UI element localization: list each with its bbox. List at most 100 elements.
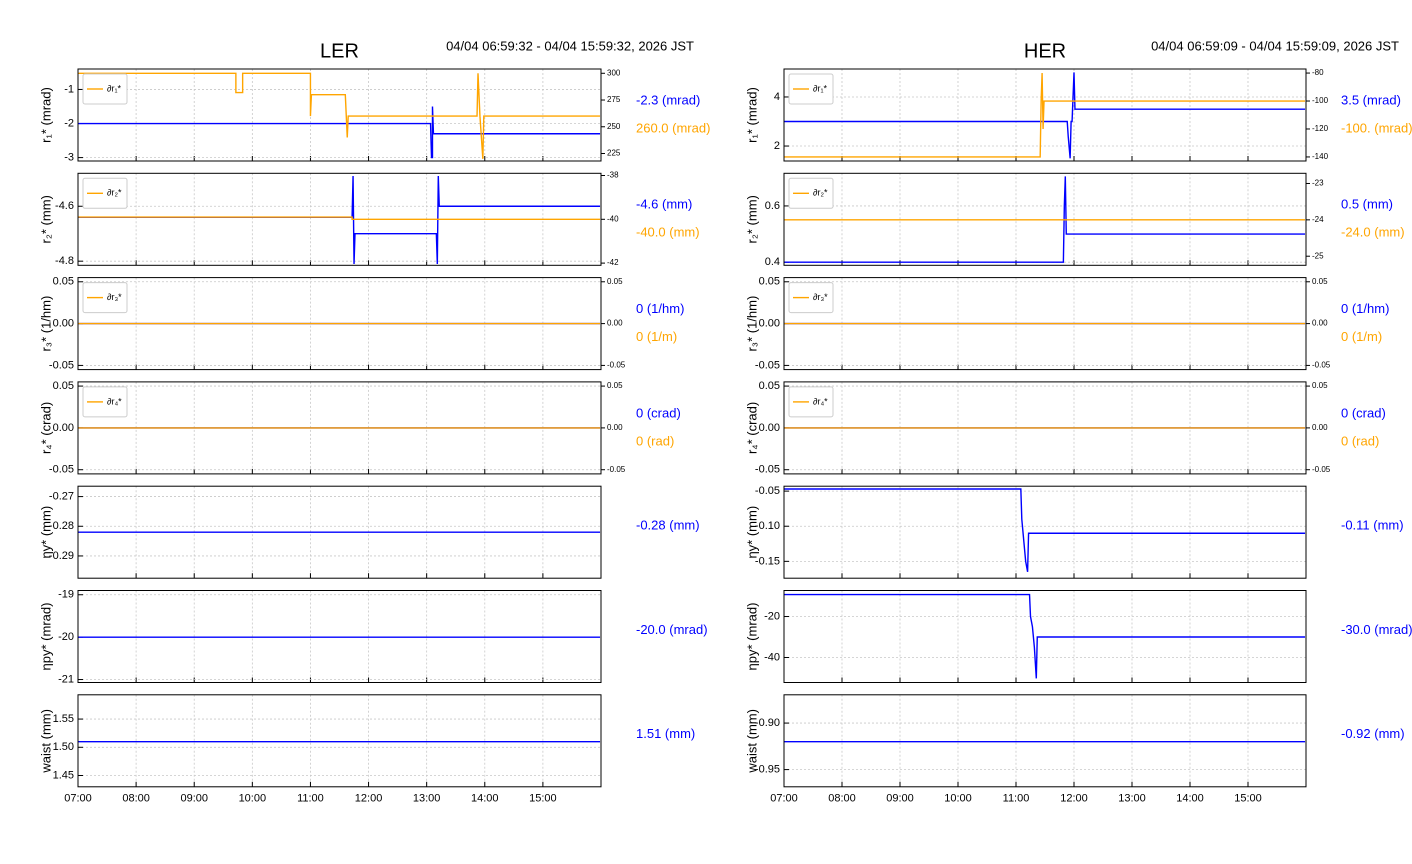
y2-tick-label: 0.05	[607, 277, 623, 286]
x-tick-label: 11:00	[297, 793, 324, 805]
x-tick-label: 07:00	[770, 793, 798, 805]
panel: LER 04/04 06:59:32 - 04/04 15:59:32, 2026…	[38, 38, 710, 163]
y-axis-label: waist (mm)	[744, 709, 759, 774]
readout: 0 (crad)	[1341, 405, 1386, 420]
y-tick-label: 0.05	[53, 276, 74, 288]
y2-tick-label: 0.05	[1312, 277, 1328, 286]
y2-tick-label: -24	[1312, 215, 1324, 224]
y2-tick-label: -23	[1312, 179, 1324, 188]
plot-frame	[783, 485, 1307, 579]
plot-frame	[77, 381, 602, 475]
plot-frame	[783, 172, 1307, 266]
y-tick-label: -0.28	[49, 520, 74, 532]
panel: -4.6 -4.8 -38 -40 -42 r₂* (mm) -4.6 (mm) -40.0 …	[38, 171, 699, 268]
readout: -30.0 (mrad)	[1341, 622, 1412, 637]
panel-subtitle: 04/04 06:59:32 - 04/04 15:59:32, 2026 JS…	[446, 38, 694, 53]
x-tick-label: 10:00	[239, 793, 267, 805]
plot-frame	[783, 381, 1307, 475]
y-tick-label: 1.55	[53, 713, 74, 725]
readout: 0 (1/m)	[1341, 329, 1382, 344]
x-tick-label: 14:00	[1176, 793, 1204, 805]
x-tick-label: 13:00	[413, 793, 441, 805]
legend-box	[82, 177, 128, 209]
series-line	[784, 73, 1306, 158]
readout: -4.6 (mm)	[636, 197, 692, 212]
readout: -100. (mrad)	[1341, 120, 1412, 135]
y-axis-label: r₂* (mm)	[38, 195, 53, 243]
y2-tick-label: -0.05	[607, 465, 626, 474]
y2-tick-label: 250	[607, 122, 621, 131]
y-axis-label: r₁* (mrad)	[744, 87, 759, 143]
y-tick-label: 0.00	[759, 318, 780, 330]
y-tick-label: 1.50	[53, 741, 74, 753]
y-tick-label: 1.45	[53, 769, 74, 781]
x-tick-label: 15:00	[529, 793, 557, 805]
y-tick-label: -3	[64, 151, 74, 163]
y2-tick-label: 0.05	[1312, 381, 1328, 390]
y2-tick-label: 0.00	[1312, 423, 1328, 432]
x-tick-label: 12:00	[1060, 793, 1088, 805]
x-tick-label: 12:00	[355, 793, 383, 805]
legend-label: ∂r₄*	[107, 396, 122, 406]
plot-frame	[783, 694, 1307, 788]
y2-tick-label: 225	[607, 149, 621, 158]
y-tick-label: -0.05	[755, 359, 780, 371]
x-tick-label: 10:00	[944, 793, 972, 805]
y-axis-label: r₄* (crad)	[744, 402, 759, 454]
y-tick-label: -4.8	[55, 255, 74, 267]
y-tick-label: 0.05	[759, 380, 780, 392]
readout: 1.51 (mm)	[636, 726, 695, 741]
panel: 0.05 0.00 -0.05 0.05 0.00 -0.05 r₃* (1/hm) 0 (1…	[38, 276, 684, 372]
readout: 0 (crad)	[636, 405, 681, 420]
plot-frame	[77, 590, 602, 683]
series-line	[78, 72, 601, 159]
plot-frame	[77, 68, 602, 162]
panel: HER 04/04 06:59:09 - 04/04 15:59:09, 2026…	[744, 38, 1412, 162]
y-tick-label: 4	[774, 91, 780, 103]
panel: 0.05 0.00 -0.05 0.05 0.00 -0.05 r₄* (crad) 0 (c…	[744, 380, 1385, 476]
y-tick-label: -0.27	[49, 490, 74, 502]
y-tick-label: -0.29	[49, 550, 74, 562]
y2-tick-label: 275	[607, 95, 621, 104]
y2-tick-label: 0.00	[607, 319, 623, 328]
readout: 3.5 (mrad)	[1341, 92, 1401, 107]
legend-box	[788, 282, 834, 314]
y-axis-label: r₁* (mrad)	[38, 87, 53, 143]
readout: 0 (rad)	[1341, 433, 1379, 448]
y-tick-label: 0.00	[53, 318, 74, 330]
readout: 0 (1/hm)	[636, 301, 684, 316]
legend-box	[788, 73, 834, 105]
y2-tick-label: -0.05	[1312, 361, 1331, 370]
y-tick-label: 0.05	[759, 276, 780, 288]
x-tick-label: 08:00	[122, 793, 150, 805]
legend-label: ∂r₁*	[107, 83, 121, 93]
y2-tick-label: -80	[1312, 68, 1324, 77]
plot-frame	[783, 277, 1307, 371]
readout: 0 (1/m)	[636, 329, 677, 344]
panel-title: LER	[320, 40, 359, 62]
y-tick-label: -19	[58, 589, 74, 601]
y-tick-label: -1	[64, 83, 74, 95]
y2-tick-label: -0.05	[607, 361, 626, 370]
y-tick-label: -0.05	[49, 359, 74, 371]
y-tick-label: 0.4	[765, 256, 780, 268]
y-tick-label: -0.90	[755, 717, 780, 729]
readout: 260.0 (mrad)	[636, 120, 710, 135]
series-line	[78, 176, 601, 264]
y2-tick-label: -120	[1312, 124, 1329, 133]
panel: -19 -20 -21 ηpy* (mrad) -20.0 (mrad)	[38, 589, 707, 686]
y-tick-label: -4.6	[55, 200, 74, 212]
legend-box	[788, 386, 834, 418]
series-line	[78, 216, 601, 220]
y-axis-label: r₂* (mm)	[744, 195, 759, 243]
legend-label: ∂r₂*	[813, 188, 828, 198]
series-line	[78, 106, 601, 159]
readout: 0 (1/hm)	[1341, 301, 1389, 316]
y-tick-label: 0.00	[53, 422, 74, 434]
y-tick-label: 0.00	[759, 422, 780, 434]
x-tick-label: 14:00	[471, 793, 499, 805]
y2-tick-label: -0.05	[1312, 465, 1331, 474]
readout: -0.28 (mm)	[636, 518, 700, 533]
y2-tick-label: -140	[1312, 152, 1329, 161]
